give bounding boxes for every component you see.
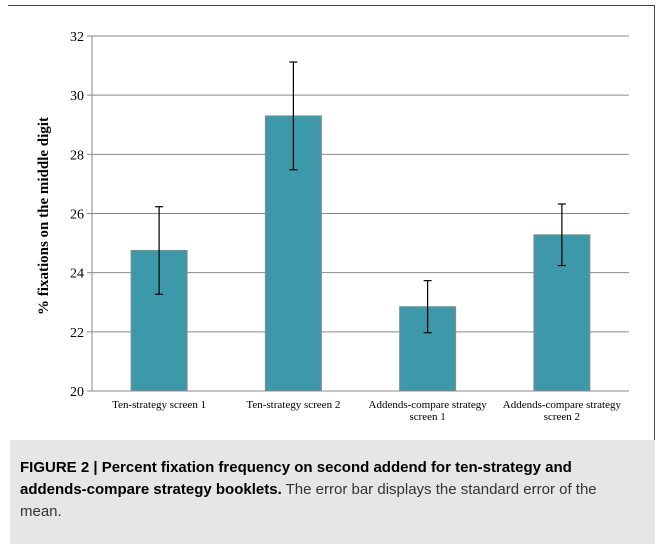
y-axis-title: % fixations on the middle digit — [36, 117, 52, 315]
figure-caption: FIGURE 2 | Percent fixation frequency on… — [20, 457, 640, 523]
y-tick-label: 26 — [70, 208, 84, 223]
error-bar — [289, 61, 298, 171]
x-tick-label: Ten-strategy screen 1 — [112, 399, 206, 411]
y-tick-label: 22 — [70, 326, 84, 341]
figure-frame — [8, 5, 655, 544]
y-tick-labels: 20 22 24 26 28 30 32 — [70, 30, 84, 400]
bar — [130, 249, 188, 392]
y-tick-label: 28 — [70, 148, 84, 163]
error-bar — [155, 206, 164, 295]
x-tick-label: screen 2 — [544, 411, 580, 423]
caption-title: FIGURE 2 | Percent fixation frequency on… — [20, 459, 572, 498]
caption-panel — [10, 440, 655, 544]
y-tick-label: 32 — [70, 30, 84, 45]
bars — [130, 115, 591, 392]
x-tick-label: screen 1 — [409, 411, 445, 423]
y-tick-label: 24 — [70, 267, 84, 282]
x-tick-label: Addends-compare strategy — [503, 399, 622, 411]
error-bars — [155, 61, 566, 334]
caption-text: The error bar displays the standard erro… — [20, 481, 597, 520]
y-tick-label: 30 — [70, 89, 84, 104]
error-bar — [557, 203, 566, 267]
y-tick-label: 20 — [70, 385, 84, 400]
x-tick-labels: Ten-strategy screen 1 Ten-strategy screen… — [112, 399, 621, 423]
x-tick-label: Ten-strategy screen 2 — [246, 399, 340, 411]
error-bar — [423, 280, 432, 334]
x-tick-label: Addends-compare strategy — [369, 399, 488, 411]
